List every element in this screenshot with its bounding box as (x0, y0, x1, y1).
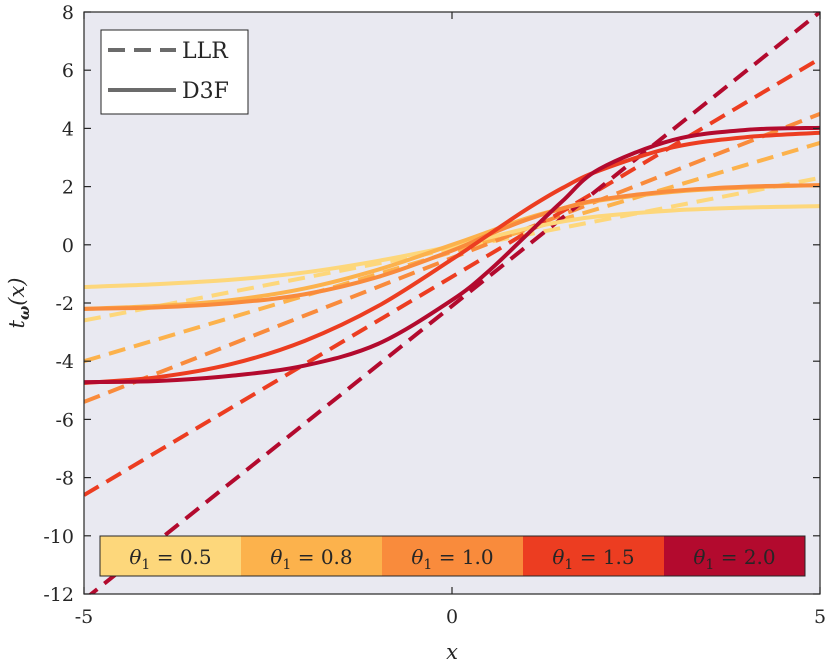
legend-label-llr: LLR (182, 39, 229, 64)
colorbar-segment (100, 536, 242, 576)
y-tick-label: -10 (43, 526, 74, 548)
series-layer (84, 12, 820, 594)
y-tick-label: -4 (55, 351, 74, 373)
series-line-d3f-theta-0-5 (84, 204, 820, 289)
colorbar-frame (99, 535, 806, 577)
y-tick-label: 6 (62, 60, 74, 82)
x-axis-label: x (446, 640, 458, 664)
colorbar-segment (241, 536, 383, 576)
y-tick-label: -2 (55, 293, 74, 315)
colorbar: θ1 = 0.5 θ1 = 0.8 θ1 = 1.0 θ1 = 1.5 θ1 = 2.0 (99, 535, 806, 577)
series-line-llr-theta-0-8 (84, 141, 820, 364)
colorbar-segment (664, 536, 806, 576)
ticks-layer: -5 0 5 -12 -10 -8 -6 -4 -2 0 2 4 6 8 (43, 2, 826, 628)
colorbar-label: θ1 = 1.0 (411, 545, 493, 573)
y-axis-label: tω(x) (5, 278, 33, 329)
y-tick-label: -8 (55, 468, 74, 490)
colorbar-label: θ1 = 0.5 (129, 545, 211, 573)
y-tick-label: -6 (55, 409, 74, 431)
y-tick-label: 4 (62, 118, 74, 140)
legend: LLR D3F (100, 29, 249, 115)
y-tick-label: 0 (62, 235, 74, 257)
y-tick-label: -12 (43, 584, 74, 606)
y-tick-label: 8 (62, 2, 74, 24)
series-line-d3f-theta-1-5 (84, 130, 820, 386)
x-tick-label: 5 (814, 606, 826, 628)
y-tick-label: 2 (62, 177, 74, 199)
legend-box (100, 29, 249, 115)
series-line-llr-theta-2 (88, 12, 820, 594)
series-line-d3f-theta-2 (84, 125, 820, 385)
x-tick-label: 0 (446, 606, 458, 628)
legend-label-d3f: D3F (182, 79, 229, 104)
colorbar-label: θ1 = 1.5 (552, 545, 634, 573)
colorbar-segment (382, 536, 524, 576)
colorbar-label: θ1 = 0.8 (270, 545, 352, 573)
x-tick-label: -5 (75, 606, 94, 628)
colorbar-label: θ1 = 2.0 (693, 545, 775, 573)
series-line-llr-theta-1-5 (84, 56, 820, 497)
colorbar-segment (523, 536, 665, 576)
